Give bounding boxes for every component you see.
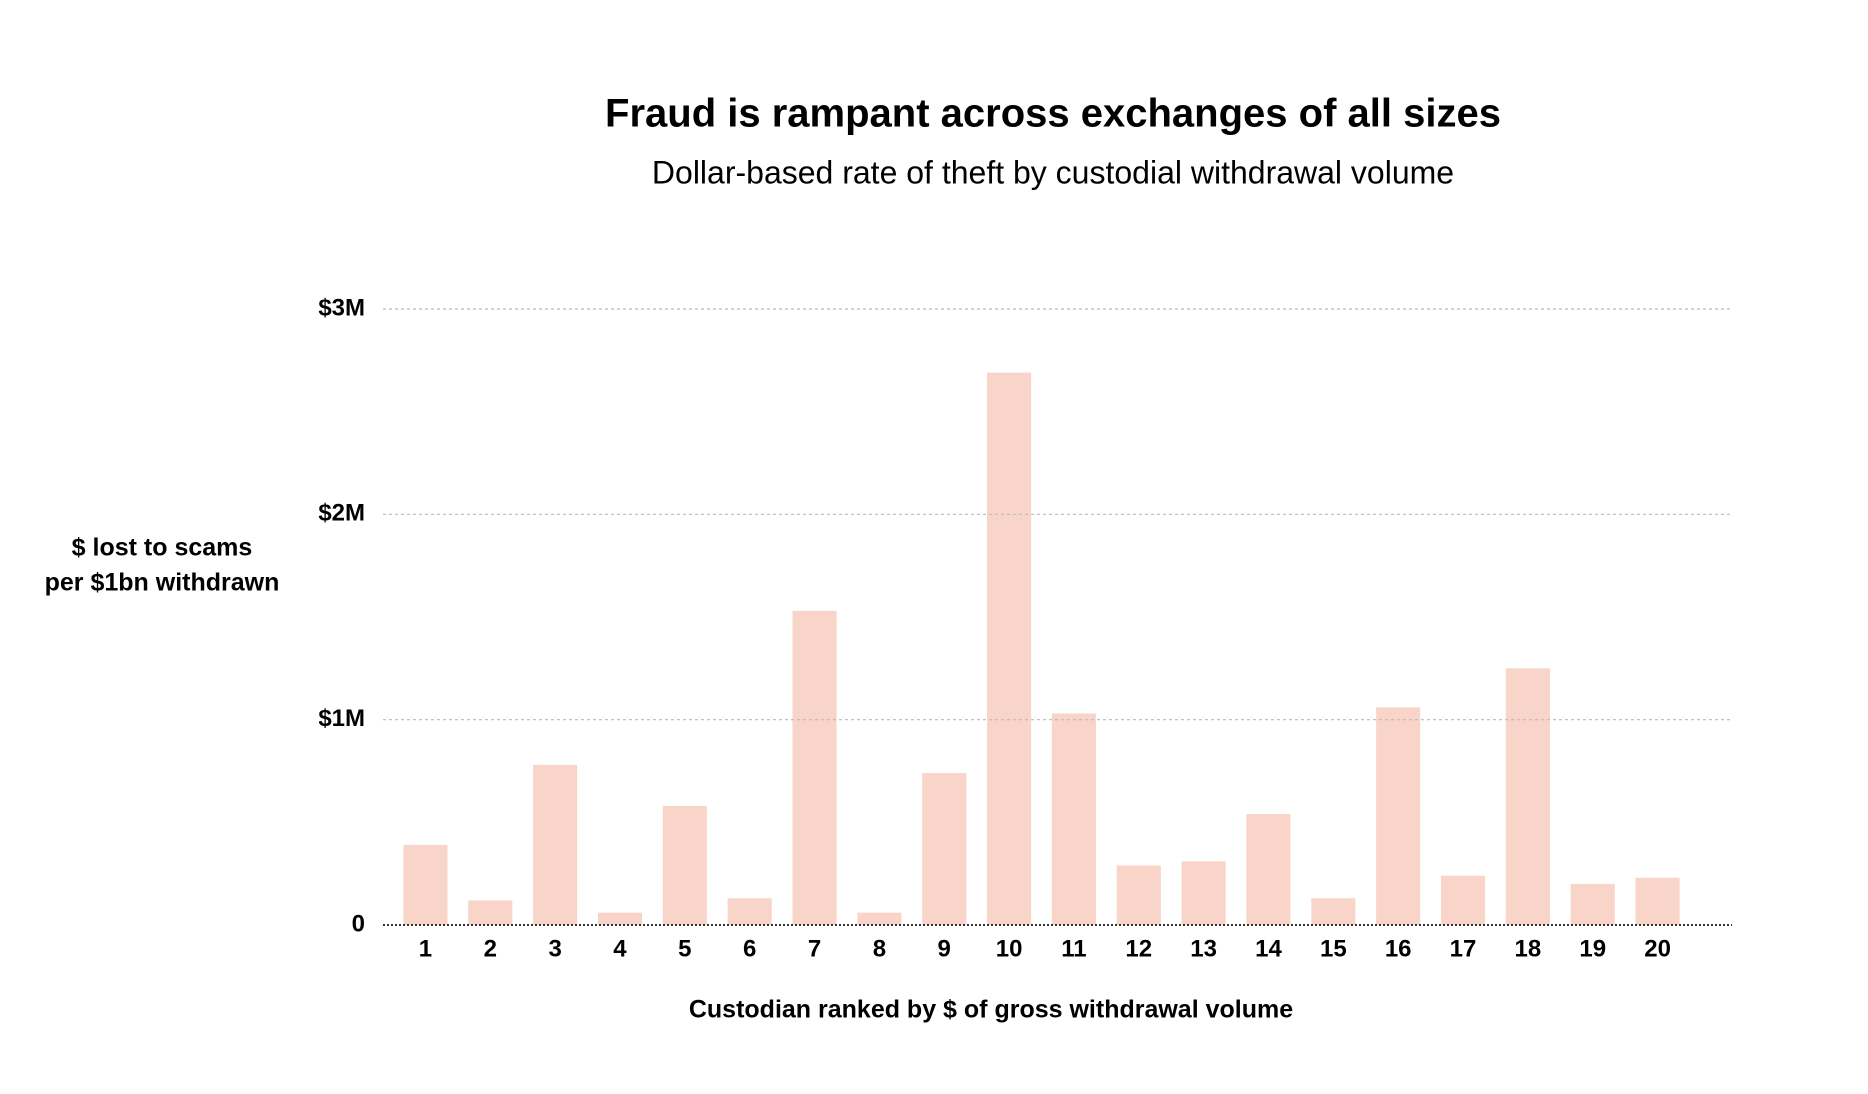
bar — [857, 912, 902, 925]
y-tick-label: $1M — [318, 705, 365, 732]
bar — [1311, 898, 1356, 925]
x-tick-label: 9 — [938, 935, 951, 962]
y-tick-label: $2M — [318, 500, 365, 527]
bar — [1505, 668, 1550, 925]
bar — [403, 844, 448, 925]
x-tick-label: 3 — [548, 935, 561, 962]
bar — [1051, 713, 1096, 925]
x-tick-label: 20 — [1644, 935, 1671, 962]
bar — [1570, 883, 1615, 925]
x-tick-label: 6 — [743, 935, 756, 962]
x-tick-label: 5 — [678, 935, 691, 962]
bar — [1635, 877, 1680, 925]
x-tick-label: 14 — [1255, 935, 1282, 962]
x-tick-label: 18 — [1515, 935, 1542, 962]
y-axis-label: per $1bn withdrawn — [45, 569, 280, 597]
bar — [1440, 875, 1486, 925]
bar — [1376, 707, 1421, 925]
x-tick-label: 7 — [808, 935, 821, 962]
y-axis-label: $ lost to scams — [72, 534, 253, 562]
x-tick-label: 11 — [1061, 935, 1086, 962]
x-tick-label: 4 — [613, 935, 627, 962]
x-tick-label: 2 — [484, 935, 497, 962]
chart-subtitle: Dollar-based rate of theft by custodial … — [652, 154, 1454, 190]
x-tick-label: 12 — [1125, 935, 1152, 962]
x-tick-label: 19 — [1579, 935, 1606, 962]
x-tick-label: 13 — [1190, 935, 1217, 962]
y-tick-label: $3M — [318, 294, 365, 321]
x-tick-label: 10 — [996, 935, 1023, 962]
bar — [727, 898, 772, 925]
x-tick-label: 1 — [419, 935, 432, 962]
bar — [1181, 861, 1226, 925]
bar — [662, 805, 707, 925]
bar — [533, 764, 578, 925]
bar — [922, 773, 967, 925]
x-axis-label: Custodian ranked by $ of gross withdrawa… — [689, 996, 1293, 1024]
x-tick-label: 16 — [1385, 935, 1412, 962]
y-tick-label: 0 — [352, 910, 365, 937]
bar — [987, 372, 1032, 925]
bar — [468, 900, 513, 925]
x-tick-label: 17 — [1450, 935, 1477, 962]
bar — [1246, 814, 1291, 925]
bar — [1116, 865, 1161, 925]
bar — [792, 610, 837, 925]
chart-title: Fraud is rampant across exchanges of all… — [605, 92, 1501, 136]
x-tick-label: 8 — [873, 935, 886, 962]
bar — [597, 912, 643, 925]
x-tick-label: 15 — [1320, 935, 1347, 962]
